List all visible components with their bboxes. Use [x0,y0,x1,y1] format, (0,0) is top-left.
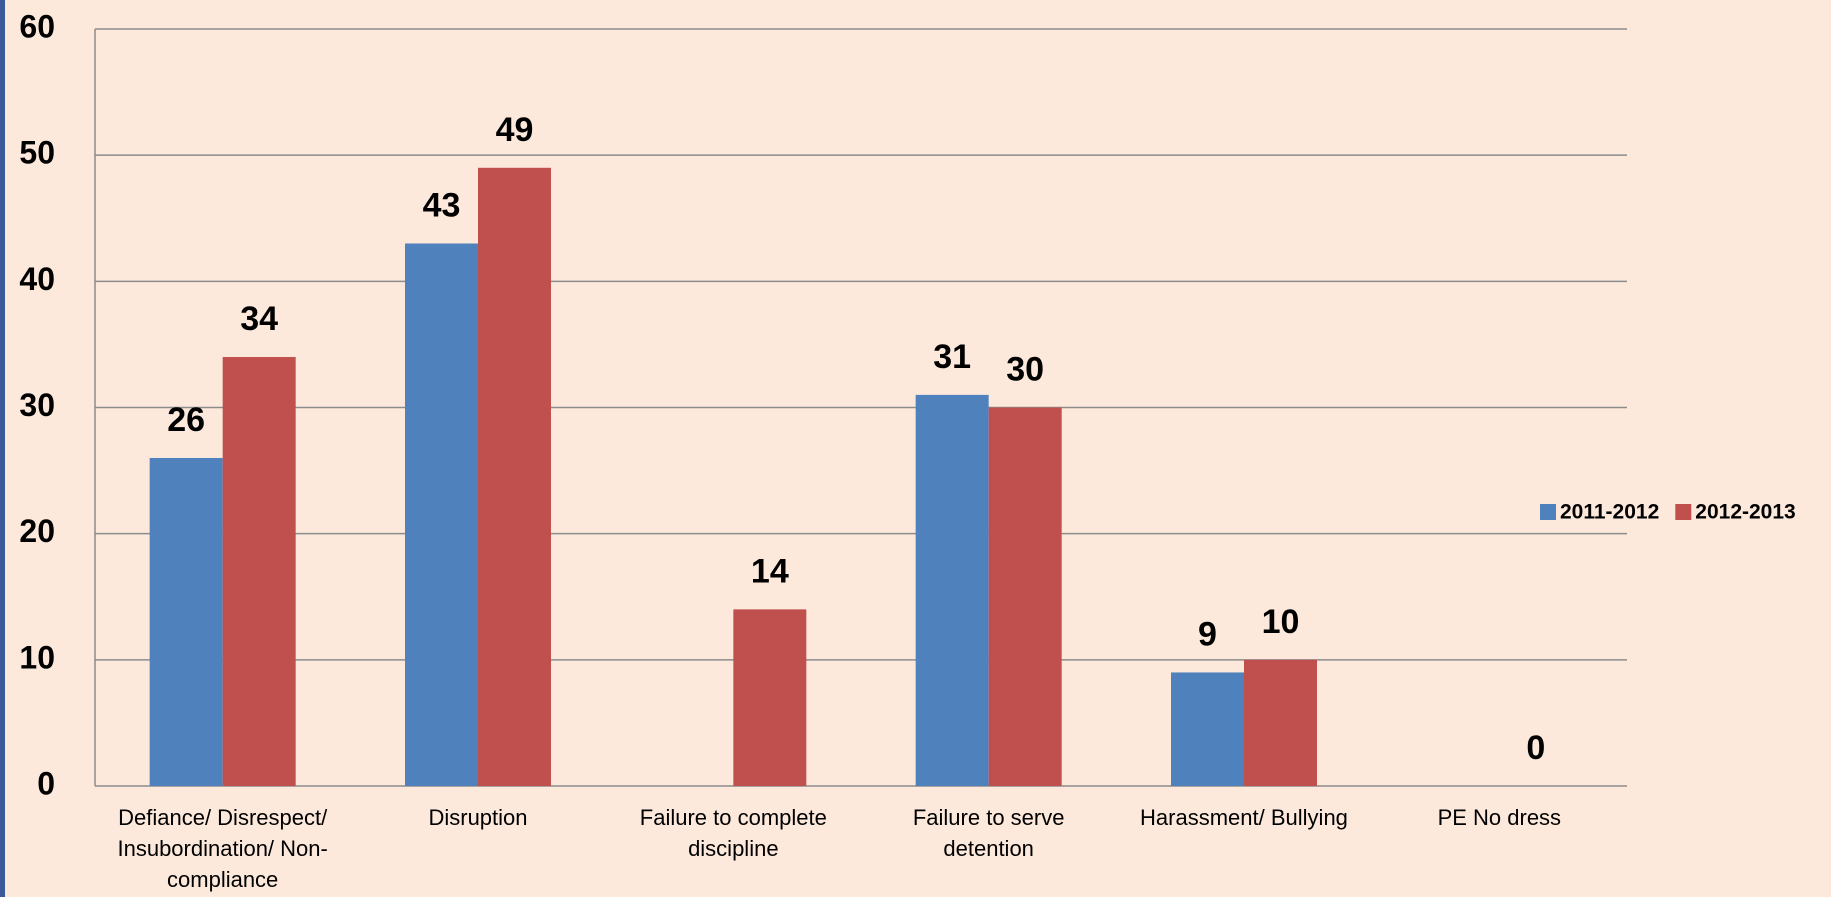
y-tick-label: 10 [19,639,55,675]
bar [733,609,807,786]
legend-label: 2012-2013 [1695,501,1795,524]
data-label: 34 [240,300,278,338]
y-tick-label: 40 [19,261,55,297]
bar [478,167,551,787]
bar [222,357,296,786]
y-tick-label: 20 [19,513,55,549]
x-tick-label: Harassment/ Bullying [1140,805,1348,830]
data-label: 43 [423,186,461,224]
legend-swatch [1540,504,1556,520]
x-tick-label: PE No dress [1437,805,1562,830]
data-label: 10 [1262,603,1300,641]
bar [149,457,223,786]
data-label: 14 [751,552,789,590]
left-strip [0,0,5,897]
data-label: 31 [933,338,971,376]
data-label: 49 [496,111,534,149]
y-tick-label: 30 [19,387,55,423]
bar [988,407,1062,786]
bar [1244,659,1317,786]
data-label: 30 [1006,350,1044,388]
bar [405,243,478,786]
bar [915,394,989,786]
data-label: 26 [167,401,205,439]
x-tick-label: Defiance/ Disrespect/ Insubordination/ N… [117,805,328,892]
y-tick-label: 50 [19,135,55,171]
legend-label: 2011-2012 [1560,501,1659,524]
y-tick-label: 60 [19,8,55,44]
y-tick-label: 0 [37,765,55,801]
x-tick-label: Failure to complete discipline [639,805,827,861]
x-tick-label: Disruption [428,805,528,830]
data-label: 9 [1198,615,1217,653]
x-tick-label: Failure to serve detention [912,805,1065,861]
data-label: 0 [1526,729,1545,767]
bar [1171,672,1244,786]
legend-swatch [1675,504,1692,520]
